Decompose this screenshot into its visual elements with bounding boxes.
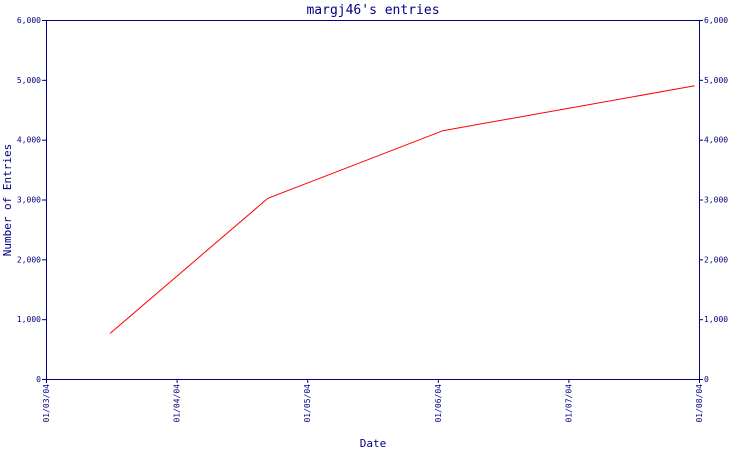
series-group [109, 85, 695, 334]
y-tick-label-right: 3,000 [704, 196, 728, 205]
y-tick-label-left: 3,000 [17, 196, 41, 205]
y-axis-label: Number of Entries [1, 144, 14, 257]
y-tick-label-left: 1,000 [17, 315, 41, 324]
y-tick-label-left: 6,000 [17, 16, 41, 25]
y-axis-ticks: 0 0 1,000 1,000 2,000 2,000 3,000 3,000 4,000 4,0… [17, 16, 728, 384]
y-tick-label-left: 4,000 [17, 136, 41, 145]
y-tick-label-left: 5,000 [17, 76, 41, 85]
y-tick-label-right: 5,000 [704, 76, 728, 85]
x-tick-label: 01/05/04 [303, 384, 312, 423]
plot-frame [46, 20, 700, 380]
y-tick-label-right: 0 [704, 375, 709, 384]
x-tick-label: 01/04/04 [173, 384, 182, 423]
y-tick-label-right: 2,000 [704, 255, 728, 264]
y-tick-label-right: 6,000 [704, 16, 728, 25]
chart-title: margj46's entries [306, 3, 439, 18]
x-tick-label: 01/06/04 [434, 384, 443, 423]
x-tick-label: 01/03/04 [42, 384, 51, 423]
x-axis-ticks: 01/03/04 01/04/04 01/05/04 01/06/04 01/07/04… [42, 379, 704, 423]
x-tick-label: 01/08/04 [695, 384, 704, 423]
x-tick-label: 01/07/04 [564, 384, 573, 423]
y-tick-label-left: 0 [36, 375, 41, 384]
x-axis-label: Date [360, 437, 387, 450]
series-line [109, 85, 695, 334]
y-tick-label-left: 2,000 [17, 255, 41, 264]
y-tick-label-right: 1,000 [704, 315, 728, 324]
y-tick-label-right: 4,000 [704, 136, 728, 145]
